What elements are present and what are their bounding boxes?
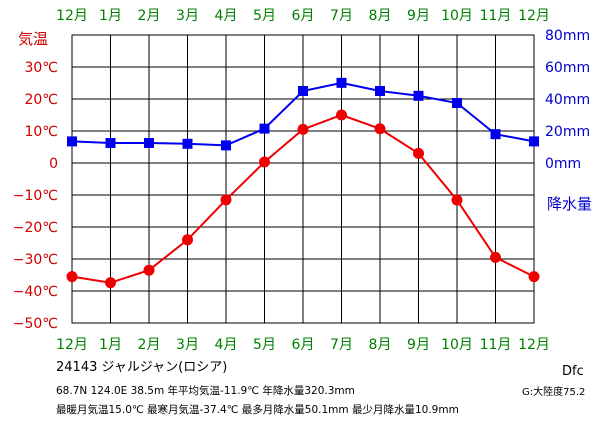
temp-tick-label: 20℃ — [24, 92, 58, 108]
x-tick-label-bottom: 1月 — [99, 337, 122, 353]
x-tick-label-bottom: 12月 — [56, 337, 88, 353]
station-name: 24143 ジャルジャン(ロシア) — [56, 360, 228, 375]
station-stats-line2: 最暖月気温15.0℃ 最寒月気温-37.4℃ 最多月降水量50.1mm 最少月降… — [56, 404, 459, 416]
precip-data-point — [259, 123, 270, 134]
x-tick-label-top: 10月 — [441, 8, 473, 24]
temp-data-point — [66, 271, 78, 283]
temp-tick-label: −10℃ — [13, 188, 58, 204]
x-tick-label-bottom: 5月 — [253, 337, 276, 353]
precip-tick-label: 80mm — [545, 28, 590, 44]
precip-data-point — [144, 138, 154, 148]
x-tick-label-top: 6月 — [292, 8, 315, 24]
temp-tick-label: 10℃ — [24, 124, 58, 140]
x-tick-label-bottom: 3月 — [176, 337, 199, 353]
temp-data-point — [451, 194, 463, 206]
temp-data-point — [297, 123, 309, 135]
climate-classification: Dfc — [562, 364, 584, 379]
x-tick-label-top: 3月 — [176, 8, 199, 24]
x-tick-label-top: 11月 — [480, 8, 512, 24]
precip-tick-label: 20mm — [545, 124, 590, 140]
temp-data-point — [336, 109, 347, 121]
x-tick-label-bottom: 9月 — [407, 337, 430, 353]
chart-series — [66, 77, 540, 289]
x-tick-label-bottom: 2月 — [138, 337, 161, 353]
x-tick-label-bottom: 11月 — [480, 337, 512, 353]
x-tick-label-bottom: 4月 — [215, 337, 238, 353]
temp-tick-label: 30℃ — [24, 60, 58, 76]
x-tick-label-top: 12月 — [56, 8, 88, 24]
temp-data-point — [143, 264, 155, 276]
x-tick-label-top: 5月 — [253, 8, 276, 24]
x-tick-label-top: 9月 — [407, 8, 430, 24]
temp-data-point — [528, 271, 540, 283]
chart-axes: 12月 12月 1月 1月 2月 2月 3月 3月 4月 4月 5月 5月 6月 6月 7月 7月 8月 8月 9月… — [13, 8, 592, 353]
temp-data-point — [413, 147, 424, 159]
precip-axis-label: 降水量 — [547, 195, 592, 213]
x-tick-label-top: 2月 — [138, 8, 161, 24]
precip-data-point — [221, 140, 231, 151]
x-tick-label-top: 1月 — [99, 8, 122, 24]
precip-data-point — [182, 138, 193, 149]
x-tick-label-top: 8月 — [369, 8, 392, 24]
temp-data-point — [374, 123, 386, 135]
temp-data-point — [105, 277, 116, 289]
temp-data-point — [259, 156, 270, 168]
precip-data-point — [375, 86, 385, 96]
temp-tick-label: −30℃ — [13, 252, 58, 268]
precip-data-point — [336, 77, 347, 88]
precip-tick-label: 60mm — [545, 60, 590, 76]
precip-data-point — [298, 86, 308, 96]
x-tick-label-bottom: 7月 — [330, 337, 353, 353]
x-tick-label-top: 7月 — [330, 8, 353, 24]
x-tick-label-top: 4月 — [215, 8, 238, 24]
temp-tick-label: 0 — [49, 156, 58, 172]
station-stats-line1: 68.7N 124.0E 38.5m 年平均気温-11.9℃ 年降水量320.3… — [56, 385, 355, 397]
temp-data-point — [182, 234, 193, 246]
precip-data-point — [529, 136, 539, 147]
temp-axis-label: 気温 — [18, 30, 48, 48]
temp-data-point — [490, 251, 501, 263]
temp-tick-label: −20℃ — [13, 220, 58, 236]
temp-data-point — [220, 194, 232, 206]
precip-data-point — [413, 90, 424, 101]
precip-tick-label: 0mm — [545, 156, 581, 172]
x-tick-label-bottom: 6月 — [292, 337, 315, 353]
continentality-index: G:大陸度75.2 — [522, 387, 586, 398]
x-tick-label-bottom: 10月 — [441, 337, 473, 353]
precip-data-point — [490, 129, 501, 140]
precip-data-point — [452, 98, 462, 108]
temp-tick-label: −40℃ — [13, 284, 58, 300]
temp-tick-label: −50℃ — [13, 316, 58, 332]
precip-data-point — [67, 136, 77, 147]
precip-tick-label: 40mm — [545, 92, 590, 108]
precip-data-point — [105, 138, 116, 148]
x-tick-label-bottom: 12月 — [518, 337, 550, 353]
chart-grid — [71, 34, 535, 324]
x-tick-label-bottom: 8月 — [369, 337, 392, 353]
x-tick-label-top: 12月 — [518, 8, 550, 24]
